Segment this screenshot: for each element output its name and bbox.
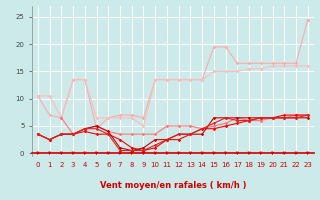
X-axis label: Vent moyen/en rafales ( km/h ): Vent moyen/en rafales ( km/h )	[100, 181, 246, 190]
